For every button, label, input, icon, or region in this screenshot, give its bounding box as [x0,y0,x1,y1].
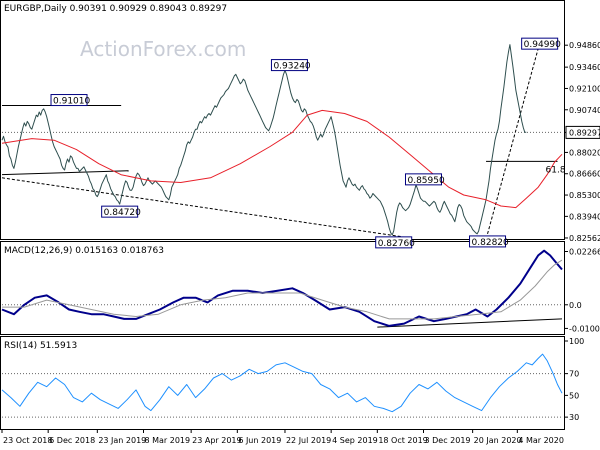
rsi-y-tick-label: 30 [569,413,579,422]
annotation-box [375,236,413,249]
annotation-label: 0.93240 [273,62,310,72]
price-y-tick-label: 0.92100 [569,84,600,93]
x-tick-label: 23 Jan 2019 [98,436,146,445]
price-moving-average-line [1,109,563,209]
x-tick-label: 6 Dec 2018 [49,436,95,445]
price-y-tick-label: 0.89297 [569,128,600,137]
price-y-tick-label: 0.86660 [569,170,600,179]
price-line-3 [487,43,541,235]
x-tick-label: 18 Oct 2019 [378,436,427,445]
last-price-box [565,125,600,139]
macd-series-group [1,249,563,327]
x-tick-label: 3 Dec 2019 [424,436,470,445]
x-tick-label: 8 Mar 2019 [144,436,190,445]
macd-line-0 [377,318,563,328]
price-line-1 [1,170,129,176]
annotation-label: 0.91010 [53,97,90,107]
annotation-label: 0.82820 [472,238,509,248]
macd-overlay-lines [2,304,563,328]
watermark: ActionForex.com [80,37,246,61]
macd-panel-frame [0,241,565,335]
price-y-tick-label: 0.88020 [569,148,600,157]
macd-macd-line [1,249,563,327]
price-y-tick-label: 0.83940 [569,212,600,221]
x-tick-label: 6 Jun 2019 [238,436,281,445]
annotation-label: 0.85950 [407,176,444,186]
rsi-y-tick-label: 100 [569,337,584,346]
price-y-tick-label: 0.82562 [569,234,600,243]
annotation-label: 0.82760 [378,239,415,249]
rsi-series-group [1,353,563,413]
price-y-tick-label: 0.90740 [569,106,600,115]
rsi-header: RSI(14) 51.5913 [4,341,77,351]
rsi-panel-frame [0,336,565,430]
price-y-axis: 0.94860 0.93460 0.92100 0.90740 0.89297 0.880… [564,41,600,243]
annotation-label: 61.8 [546,165,566,175]
annotation-box [404,173,442,186]
price-price-line [1,44,527,236]
annotation-box [101,205,139,218]
macd-signal-line [2,259,563,320]
macd-y-tick-label: -0.010052 [569,324,600,333]
x-tick-label: 22 Jul 2019 [286,436,331,445]
macd-y-tick-label: 0.022662 [569,247,600,256]
rsi-overlay-lines [2,373,562,418]
macd-header: MACD(12,26,9) 0.015163 0.018763 [4,246,164,256]
price-line-2 [1,177,405,238]
x-tick-label: 4 Mar 2020 [518,436,564,445]
price-y-tick-label: 0.94860 [569,41,600,50]
annotation-label: 0.84720 [104,208,141,218]
x-tick-label: 20 Jan 2020 [474,436,522,445]
price-y-tick-label: 0.85300 [569,191,600,200]
macd-y-axis: 0.022662 0.0 -0.010052 [564,247,600,333]
price-panel-frame [0,0,565,240]
annotation-box [50,94,88,107]
price-y-tick-label: 0.93460 [569,63,600,72]
price-series-group [1,44,563,236]
price-header: EURGBP,Daily 0.90391 0.90929 0.89043 0.8… [4,4,227,14]
rsi-y-axis: 100 70 50 30 [564,337,584,422]
rsi-rsi-line [1,353,563,413]
x-tick-label: 23 Apr 2019 [192,436,241,445]
rsi-y-tick-label: 70 [569,370,579,379]
macd-y-tick-label: 0.0 [569,301,582,310]
price-annotations: 0.91010 0.84720 0.93240 0.85950 0.82760 0.828… [50,37,566,249]
annotation-box [521,37,559,50]
annotation-box [469,235,507,248]
rsi-y-tick-label: 50 [569,391,579,400]
annotation-box [270,59,308,72]
x-tick-label: 23 Oct 2018 [3,436,52,445]
x-tick-label: 4 Sep 2019 [332,436,378,445]
annotation-label: 0.94990 [524,40,561,50]
